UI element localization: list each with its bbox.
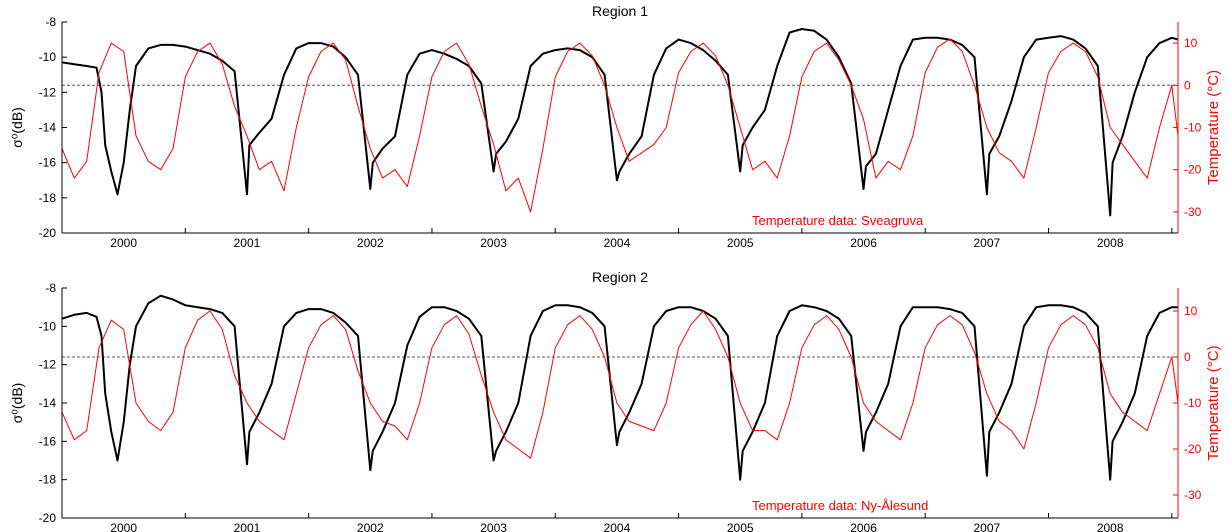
- y-tick-label: -18: [39, 191, 57, 205]
- chart-title: Region 2: [592, 269, 648, 285]
- temperature-series-line: [62, 38, 1178, 213]
- x-tick-label: 2002: [357, 521, 384, 532]
- temperature-series-line: [62, 310, 1178, 459]
- x-tick-label: 2008: [1097, 236, 1124, 250]
- y-tick-label: -20: [39, 226, 57, 240]
- x-tick-label: 2006: [850, 236, 877, 250]
- y-right-tick-label: -30: [1184, 488, 1202, 502]
- y-tick-label: -8: [45, 15, 56, 29]
- y-right-tick-label: 10: [1184, 304, 1198, 318]
- x-tick-label: 2004: [604, 521, 631, 532]
- sigma-series-line: [62, 294, 1178, 481]
- y-axis-label: σ⁰(dB): [9, 383, 25, 424]
- y-tick-label: -14: [39, 396, 57, 410]
- panel-region-1: -20 -18 -16 -14 -12 -10 -8 -30 -20 -10 0 10 2000 2001…: [9, 3, 1222, 250]
- y-right-tick-label: -30: [1184, 205, 1202, 219]
- y-right-tick-label: 10: [1184, 36, 1198, 50]
- y-tick-label: -8: [45, 281, 56, 295]
- x-tick-label: 2007: [974, 236, 1001, 250]
- y-right-tick-label: -20: [1184, 442, 1202, 456]
- plot-area: [62, 28, 1178, 217]
- y-tick-label: -18: [39, 473, 57, 487]
- x-tick-label: 2003: [480, 236, 507, 250]
- y-tick-label: -14: [39, 121, 57, 135]
- y-right-tick-label: -10: [1184, 396, 1202, 410]
- x-tick-label: 2000: [110, 521, 137, 532]
- x-tick-label: 2007: [974, 521, 1001, 532]
- y-tick-label: -10: [39, 50, 57, 64]
- chart-title: Region 1: [592, 3, 648, 19]
- plot-area: [62, 294, 1178, 481]
- y-tick-label: -12: [39, 85, 57, 99]
- y-right-axis-label: Temperature (°C): [1205, 70, 1222, 185]
- y-tick-label: -16: [39, 434, 57, 448]
- x-tick-label: 2008: [1097, 521, 1124, 532]
- sigma-series-line: [62, 28, 1178, 217]
- x-tick-label: 2001: [234, 521, 261, 532]
- temperature-source-annotation: Temperature data: Ny-Ålesund: [752, 498, 928, 513]
- x-tick-label: 2003: [480, 521, 507, 532]
- y-tick-label: -12: [39, 358, 57, 372]
- y-right-tick-label: 0: [1184, 78, 1191, 92]
- x-tick-label: 2004: [604, 236, 631, 250]
- x-tick-label: 2002: [357, 236, 384, 250]
- x-tick-label: 2000: [110, 236, 137, 250]
- panel-region-2: -20 -18 -16 -14 -12 -10 -8 -30 -20 -10 0 10 2000 2001…: [9, 269, 1222, 532]
- x-tick-label: 2005: [727, 521, 754, 532]
- y-right-tick-label: -20: [1184, 163, 1202, 177]
- y-tick-label: -10: [39, 319, 57, 333]
- y-axis-label: σ⁰(dB): [9, 107, 25, 148]
- y-right-tick-label: 0: [1184, 350, 1191, 364]
- y-right-axis-label: Temperature (°C): [1205, 345, 1222, 460]
- x-tick-label: 2001: [234, 236, 261, 250]
- x-tick-label: 2006: [850, 521, 877, 532]
- y-right-tick-label: -10: [1184, 121, 1202, 135]
- x-tick-label: 2005: [727, 236, 754, 250]
- temperature-source-annotation: Temperature data: Sveagruva: [752, 213, 924, 228]
- y-tick-label: -16: [39, 156, 57, 170]
- y-tick-label: -20: [39, 511, 57, 525]
